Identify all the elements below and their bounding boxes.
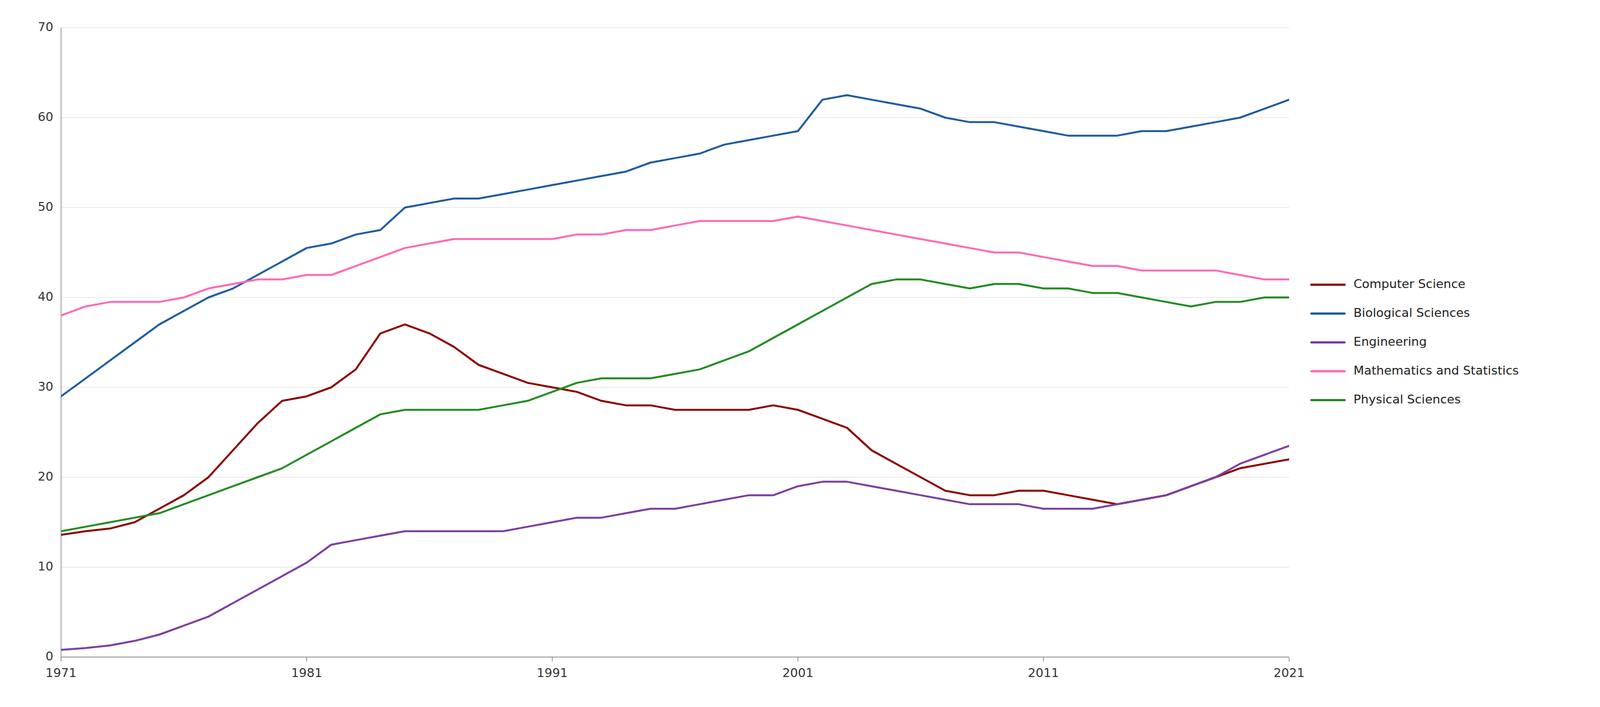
y-axis-line xyxy=(61,27,62,658)
legend-label: Computer Science xyxy=(1353,277,1466,291)
y-grid-line xyxy=(61,387,1290,389)
legend-swatch xyxy=(1311,341,1345,344)
y-axis: 0 10 20 30 40 50 60 70 xyxy=(37,19,1290,664)
x-tick-label: 1981 xyxy=(290,666,322,681)
x-tick-label: 2001 xyxy=(782,666,814,681)
series-line xyxy=(61,445,1290,651)
y-grid-line xyxy=(61,297,1290,299)
y-tick-label: 10 xyxy=(37,559,54,574)
series-group xyxy=(61,95,1290,651)
y-grid-line xyxy=(61,117,1290,119)
x-tick xyxy=(1043,657,1044,662)
x-axis-line xyxy=(61,657,1290,658)
x-tick-label: 1971 xyxy=(45,666,77,681)
legend: Computer Science Biological Sciences Engin… xyxy=(1311,277,1519,407)
x-tick-label: 2021 xyxy=(1273,666,1305,681)
series-line xyxy=(61,216,1290,316)
y-grid-line xyxy=(61,27,1290,29)
x-tick xyxy=(1289,657,1290,662)
series-line xyxy=(61,324,1290,536)
y-grid-line xyxy=(61,657,1290,658)
series-line xyxy=(61,95,1290,397)
y-tick-label: 20 xyxy=(37,469,54,484)
legend-label: Engineering xyxy=(1353,334,1427,349)
background xyxy=(0,0,1600,707)
legend-swatch xyxy=(1311,399,1345,402)
y-grid-line xyxy=(61,567,1290,568)
y-tick-label: 50 xyxy=(37,199,54,214)
x-tick-label: 1991 xyxy=(536,666,568,681)
legend-swatch xyxy=(1311,283,1345,286)
x-axis: 1971 1981 1991 2001 2011 2021 xyxy=(45,657,1305,681)
x-tick-label: 2011 xyxy=(1028,666,1060,681)
legend-swatch xyxy=(1311,312,1345,315)
x-tick xyxy=(306,657,308,662)
x-tick xyxy=(61,657,62,662)
x-tick xyxy=(551,657,553,662)
y-grid-line xyxy=(61,207,1290,209)
legend-label: Mathematics and Statistics xyxy=(1353,363,1519,378)
legend-swatch xyxy=(1311,370,1345,373)
y-tick-label: 60 xyxy=(37,109,54,124)
x-tick xyxy=(797,657,799,662)
legend-label: Physical Sciences xyxy=(1353,392,1461,407)
y-tick-label: 40 xyxy=(37,289,54,304)
y-grid-line xyxy=(61,477,1290,479)
y-tick-label: 70 xyxy=(37,19,54,34)
y-tick-label: 30 xyxy=(37,379,54,394)
legend-label: Biological Sciences xyxy=(1353,305,1471,320)
chart: 0 10 20 30 40 50 60 70 1971 1981 1991 2001 2011 2021 C… xyxy=(0,0,1600,707)
y-tick-label: 0 xyxy=(45,649,54,664)
series-line xyxy=(61,279,1290,532)
